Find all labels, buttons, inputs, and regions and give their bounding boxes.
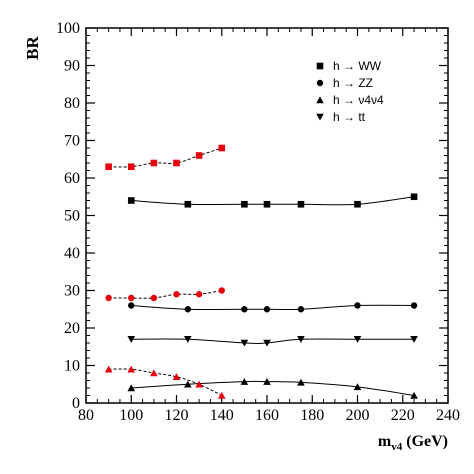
data-point bbox=[127, 336, 136, 343]
data-point bbox=[172, 373, 181, 380]
series bbox=[105, 144, 226, 171]
data-point bbox=[241, 200, 248, 208]
y-tick-label: 80 bbox=[64, 95, 80, 112]
data-point bbox=[173, 159, 180, 167]
data-point bbox=[150, 369, 158, 377]
legend-label: h → ν4ν4 bbox=[333, 93, 384, 107]
y-tick-label: 50 bbox=[64, 208, 80, 225]
series bbox=[127, 378, 418, 399]
x-tick-label: 220 bbox=[391, 407, 415, 424]
data-point bbox=[184, 200, 192, 208]
x-axis-title: mv4 (GeV) bbox=[378, 433, 448, 453]
data-point bbox=[297, 306, 305, 313]
series-line bbox=[131, 304, 415, 311]
y-tick-label: 100 bbox=[56, 20, 80, 37]
data-point bbox=[297, 200, 305, 208]
y-tick-label: 90 bbox=[64, 58, 80, 75]
y-tick-label: 20 bbox=[64, 320, 80, 337]
x-tick-label: 120 bbox=[165, 407, 189, 424]
legend-marker bbox=[316, 96, 324, 104]
x-axis-title-main: m bbox=[378, 433, 392, 450]
y-tick-label: 60 bbox=[64, 170, 80, 187]
data-point bbox=[240, 378, 249, 385]
data-point bbox=[353, 383, 362, 391]
data-point bbox=[195, 380, 203, 388]
axis-ticks: 80 100 120 140 160 180 200 220 240 0 10 20 30 40 50 60 7… bbox=[56, 20, 460, 424]
data-point bbox=[150, 294, 158, 302]
data-point bbox=[297, 378, 305, 386]
data-point bbox=[127, 197, 135, 204]
y-tick-label: 40 bbox=[64, 245, 80, 262]
series-line bbox=[108, 147, 222, 168]
legend-marker bbox=[316, 113, 324, 121]
data-point bbox=[195, 152, 203, 159]
x-tick-label: 240 bbox=[436, 407, 460, 424]
legend: h → WW h → ZZ h → ν4ν4 h → tt bbox=[316, 59, 384, 124]
data-point bbox=[354, 302, 361, 309]
series-layer bbox=[104, 144, 418, 399]
data-point bbox=[105, 294, 112, 302]
x-axis-title-unit: (GeV) bbox=[402, 433, 448, 450]
data-point bbox=[128, 294, 135, 302]
plot-frame bbox=[85, 27, 449, 404]
data-point bbox=[104, 365, 113, 373]
data-point bbox=[184, 306, 192, 313]
legend-marker bbox=[316, 62, 324, 70]
series-line bbox=[131, 196, 415, 206]
data-point bbox=[241, 306, 248, 313]
series bbox=[104, 365, 226, 399]
y-axis-title: BR bbox=[23, 35, 42, 59]
x-tick-label: 200 bbox=[346, 407, 370, 424]
x-tick-label: 80 bbox=[78, 407, 94, 424]
data-point bbox=[184, 336, 192, 343]
x-tick-label: 140 bbox=[210, 407, 234, 424]
series bbox=[127, 193, 418, 208]
x-axis-title-sub: v4 bbox=[391, 441, 403, 453]
data-point bbox=[184, 380, 192, 388]
data-point bbox=[195, 291, 203, 298]
data-point bbox=[297, 336, 305, 343]
x-tick-label: 160 bbox=[255, 407, 279, 424]
series bbox=[128, 302, 418, 313]
y-tick-label: 30 bbox=[64, 283, 80, 300]
y-tick-label: 10 bbox=[64, 358, 80, 375]
y-tick-label: 0 bbox=[72, 395, 80, 412]
data-point bbox=[263, 378, 271, 385]
data-point bbox=[410, 391, 418, 399]
data-point bbox=[263, 306, 271, 313]
data-point bbox=[127, 365, 136, 373]
data-point bbox=[105, 163, 112, 171]
data-point bbox=[218, 144, 226, 152]
data-point bbox=[410, 193, 418, 201]
data-point bbox=[150, 159, 158, 167]
data-point bbox=[127, 163, 135, 171]
series bbox=[127, 336, 418, 347]
series bbox=[105, 287, 225, 302]
data-point bbox=[217, 391, 226, 399]
data-point bbox=[263, 339, 271, 347]
series-line bbox=[108, 368, 222, 396]
data-point bbox=[410, 302, 418, 309]
data-point bbox=[127, 384, 136, 392]
series-line bbox=[131, 380, 415, 396]
data-point bbox=[354, 200, 361, 208]
series-line bbox=[108, 290, 222, 299]
data-point bbox=[410, 336, 418, 343]
legend-label: h → ZZ bbox=[333, 76, 373, 90]
data-point bbox=[173, 291, 180, 298]
x-tick-label: 180 bbox=[300, 407, 324, 424]
series-line bbox=[131, 338, 415, 344]
data-point bbox=[353, 336, 362, 343]
legend-label: h → WW bbox=[333, 59, 382, 73]
x-tick-label: 100 bbox=[119, 407, 143, 424]
data-point bbox=[218, 287, 225, 294]
data-point bbox=[128, 302, 135, 309]
data-point bbox=[263, 200, 271, 208]
data-point bbox=[240, 339, 249, 347]
legend-label: h → tt bbox=[333, 110, 366, 124]
legend-marker bbox=[316, 79, 324, 87]
y-tick-label: 70 bbox=[64, 133, 80, 150]
